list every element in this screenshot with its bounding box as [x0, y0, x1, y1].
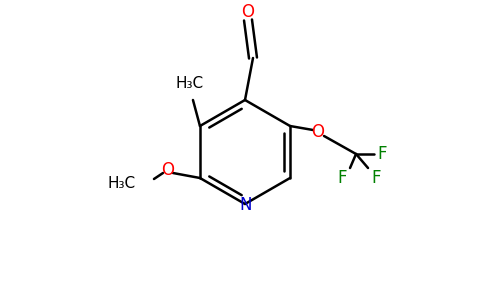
Text: H₃C: H₃C [176, 76, 204, 92]
Text: O: O [162, 161, 174, 179]
Text: H₃C: H₃C [108, 176, 136, 191]
Text: O: O [242, 3, 255, 21]
Text: F: F [371, 169, 381, 187]
Text: F: F [378, 145, 387, 163]
Text: F: F [337, 169, 347, 187]
Text: O: O [312, 123, 325, 141]
Text: N: N [240, 196, 252, 214]
